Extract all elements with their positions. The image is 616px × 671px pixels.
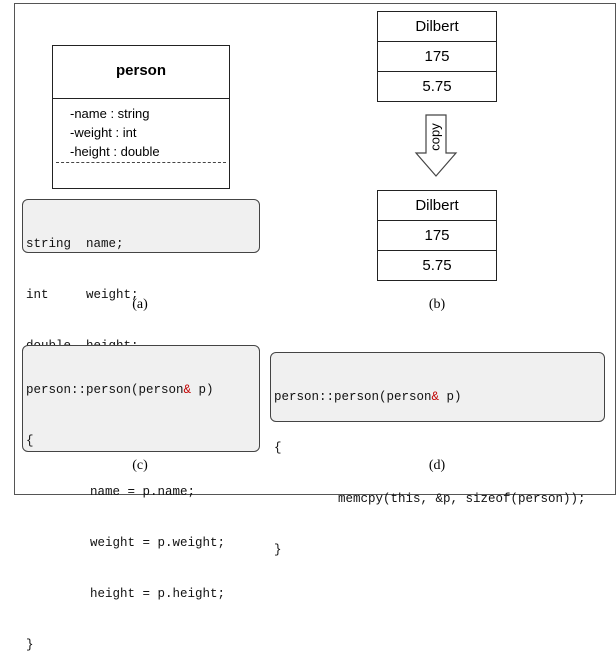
object-stack: Dilbert 175 5.75 — [377, 190, 497, 281]
cell: 175 — [378, 41, 496, 71]
page: person -name : string -weight : int -hei… — [14, 3, 616, 652]
arrow-label: copy — [427, 123, 442, 151]
code-block: person::person(person& p) { name = p.nam… — [22, 345, 260, 652]
attribute: -height : double — [70, 144, 160, 159]
attribute: -weight : int — [70, 125, 137, 140]
code-text: p) — [439, 390, 462, 404]
code-line: } — [26, 638, 34, 652]
code-line: { — [274, 441, 282, 455]
cell: 5.75 — [378, 250, 496, 280]
code-line: string name; — [26, 237, 124, 251]
object-stack: Dilbert 175 5.75 — [377, 11, 497, 102]
arrow: copy — [414, 114, 458, 177]
caption: (c) — [132, 458, 148, 473]
arrow-shape — [414, 114, 458, 177]
code-text: p) — [191, 383, 214, 397]
code-line: { — [26, 434, 34, 448]
cell: 5.75 — [378, 71, 496, 101]
caption: (b) — [428, 297, 446, 312]
cell: Dilbert — [415, 18, 459, 35]
cell: 175 — [378, 220, 496, 250]
code-line: weight = p.weight; — [90, 536, 226, 550]
code-line: person::person(person& p) — [274, 389, 601, 406]
code-block: string name; int weight; double height; — [22, 199, 260, 353]
code-text: person::person(person — [26, 383, 184, 397]
caption: (a) — [132, 297, 148, 312]
code-block: person::person(person& p) { memcpy(this,… — [270, 352, 605, 557]
class-box: person -name : string -weight : int -hei… — [52, 45, 230, 189]
attributes: -name : string -weight : int -height : d… — [70, 104, 160, 161]
code-line: int weight; — [26, 288, 139, 302]
cell: Dilbert — [415, 197, 459, 214]
attribute: -name : string — [70, 106, 150, 121]
code-text: person::person(person — [274, 390, 432, 404]
caption: (d) — [428, 458, 446, 473]
code-line: memcpy(this, &p, sizeof(person)); — [338, 492, 586, 506]
code-text: & — [183, 383, 192, 397]
code-line: } — [274, 543, 282, 557]
code-line: person::person(person& p) — [26, 382, 256, 399]
divider — [53, 98, 229, 99]
code-text: & — [431, 390, 440, 404]
class-name: person — [115, 62, 166, 79]
code-line: name = p.name; — [90, 485, 196, 499]
code-line: height = p.height; — [90, 587, 226, 601]
divider — [56, 162, 226, 163]
